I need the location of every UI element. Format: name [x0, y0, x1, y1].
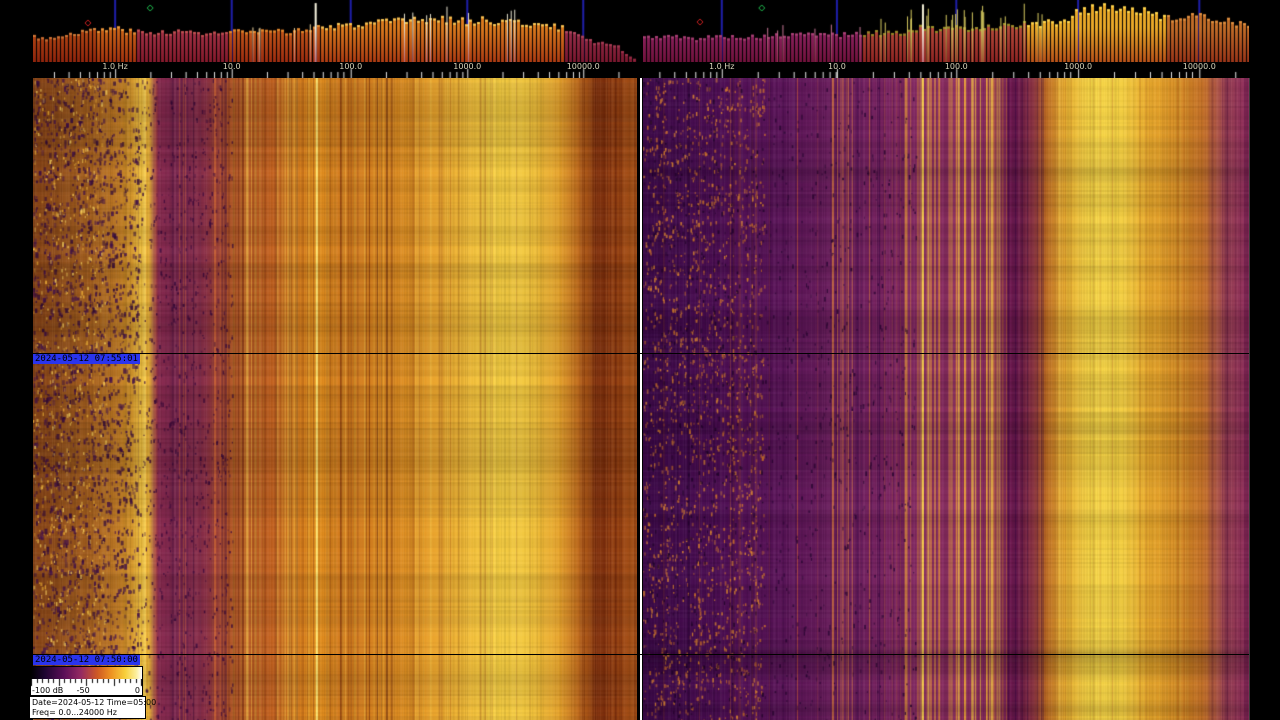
freq-scale-label: 1.0 Hz [102, 62, 128, 71]
db-max-label: 0 [134, 686, 140, 695]
panel-right-edge [1249, 78, 1250, 720]
spectrogram-panel-left: 1.0 Hz 10.0 100.0 1000.0 10000.0 [33, 0, 637, 720]
frequency-ticks-right [643, 62, 1249, 78]
freq-scale-label: 10.0 [828, 62, 846, 71]
db-color-legend: -100 dB -50 0 [30, 666, 143, 696]
color-scale-gradient [31, 667, 142, 679]
freq-scale-label: 10000.0 [1182, 62, 1216, 71]
freq-scale-label: 1000.0 [1064, 62, 1093, 71]
db-scale-labels: -100 dB -50 0 [31, 687, 142, 696]
freq-scale-label: 1000.0 [453, 62, 482, 71]
timestamp-label: 2024-05-12 07:55:01 [33, 354, 140, 364]
divider-line [640, 78, 642, 720]
panel-divider [637, 62, 643, 720]
freq-scale-label: 1.0 Hz [709, 62, 735, 71]
db-ruler-ticks [31, 679, 142, 687]
freq-scale-label: 10000.0 [566, 62, 600, 71]
time-gridline [33, 654, 1249, 655]
frequency-ticks-left [33, 62, 637, 78]
frequency-scale-left: 1.0 Hz 10.0 100.0 1000.0 10000.0 [33, 62, 637, 78]
status-date-time: Date=2024-05-12 Time=05:00 [32, 698, 157, 707]
freq-scale-label: 100.0 [339, 62, 363, 71]
spectrum-display-right [643, 0, 1249, 62]
status-freq-range: Freq= 0.0...24000 Hz [32, 708, 117, 717]
waterfall-display-left[interactable] [33, 78, 637, 720]
time-gridline [33, 353, 1249, 354]
status-box: Date=2024-05-12 Time=05:00 Freq= 0.0...2… [29, 696, 157, 719]
freq-scale-label: 10.0 [222, 62, 241, 71]
spectrogram-panel-right: 1.0 Hz 10.0 100.0 1000.0 10000.0 [643, 0, 1249, 720]
freq-scale-label: 100.0 [944, 62, 968, 71]
spectrum-display-left [33, 0, 637, 62]
timestamp-label: 2024-05-12 07:50:00 [33, 655, 140, 665]
frequency-scale-right: 1.0 Hz 10.0 100.0 1000.0 10000.0 [643, 62, 1249, 78]
db-mid-label: -50 [76, 686, 90, 695]
db-min-label: -100 dB [32, 686, 64, 695]
waterfall-display-right[interactable] [643, 78, 1249, 720]
